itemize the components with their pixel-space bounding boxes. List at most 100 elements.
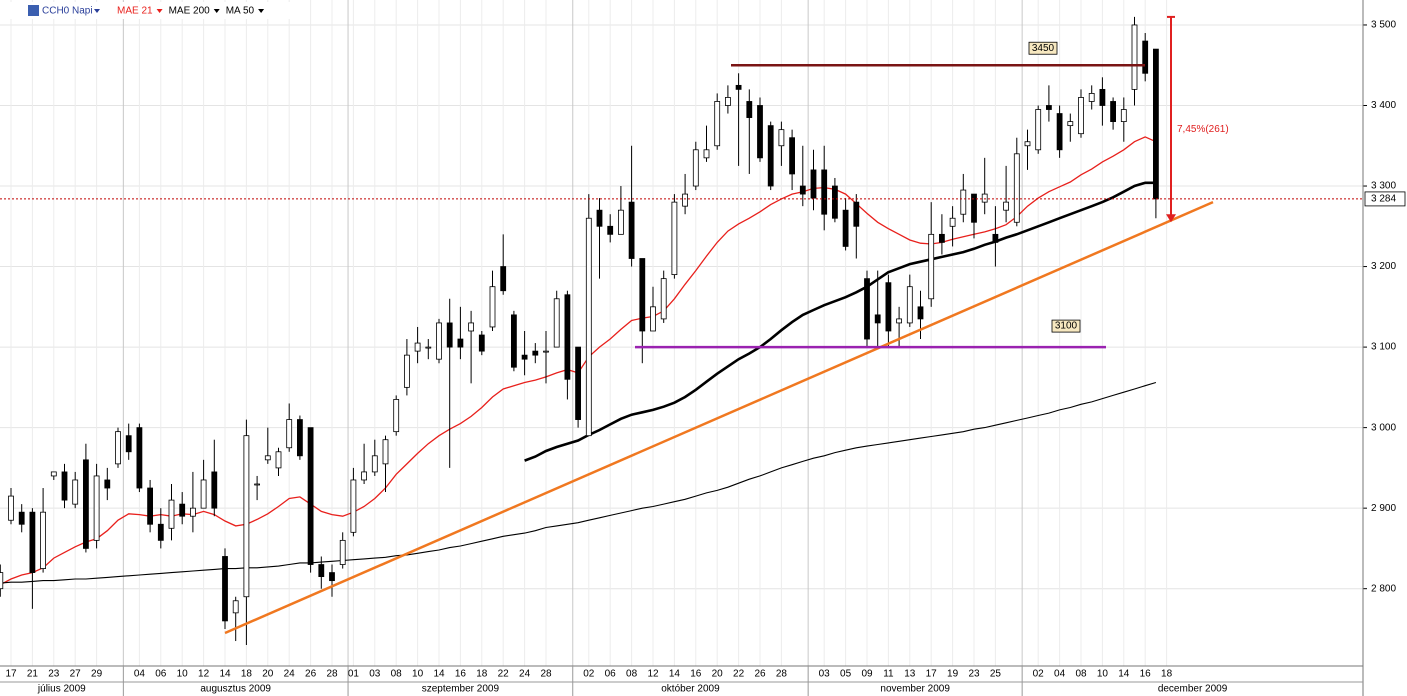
plot: 3450 3100 7,45%(261)	[0, 15, 1363, 646]
month-label: augusztus 2009	[200, 684, 271, 695]
candle-body	[104, 479, 111, 489]
x-tick-label: 10	[177, 669, 189, 680]
dropdown-arrow[interactable]	[258, 9, 265, 13]
candle-body	[275, 451, 282, 469]
level-label: 3450	[1032, 43, 1055, 54]
candle-body	[864, 278, 870, 340]
candle-body	[949, 217, 956, 227]
candle-body	[189, 507, 196, 517]
candle-body	[329, 572, 335, 582]
legend-entry[interactable]: MAE 200	[169, 6, 211, 17]
candle-body	[350, 479, 357, 533]
x-tick-label: 06	[155, 669, 167, 680]
x-tick-label: 18	[1161, 669, 1173, 680]
candle-body	[607, 225, 614, 235]
candle-body	[1142, 40, 1149, 74]
candle-body	[457, 338, 464, 348]
candle-body	[179, 503, 186, 517]
candle-body	[232, 600, 239, 614]
dropdown-arrow[interactable]	[156, 9, 163, 13]
candle-body	[157, 523, 164, 541]
candle-body	[832, 185, 838, 219]
x-tick-label: 28	[326, 669, 338, 680]
chart-title[interactable]: CCH0 Napi	[42, 6, 93, 17]
candle-body	[639, 258, 646, 332]
candle-body	[468, 322, 475, 332]
candle-body	[93, 475, 100, 541]
candle-body	[200, 479, 207, 509]
candle-body	[725, 97, 731, 106]
candle-body	[650, 306, 656, 332]
candle-body	[264, 455, 271, 461]
x-tick-label: 26	[305, 669, 317, 680]
x-tick-label: 08	[626, 669, 638, 680]
x-tick-label: 20	[262, 669, 274, 680]
candle-body	[1120, 109, 1127, 123]
month-label: szeptember 2009	[422, 684, 500, 695]
candle-body	[1088, 93, 1095, 102]
x-tick-label: 08	[1075, 669, 1087, 680]
dropdown-arrow[interactable]	[94, 9, 100, 13]
candle-body	[318, 564, 325, 578]
month-label: december 2009	[1158, 684, 1228, 695]
x-tick-label: 24	[519, 669, 531, 680]
candle-body	[596, 209, 603, 227]
x-tick-label: 16	[690, 669, 702, 680]
candle-body	[789, 137, 795, 175]
candle-body	[8, 495, 14, 521]
dropdown-arrow[interactable]	[213, 9, 220, 13]
candle-body	[799, 185, 806, 195]
candle-body	[0, 572, 4, 590]
y-tick-label: 3 500	[1371, 20, 1396, 31]
candle-body	[1046, 105, 1052, 110]
legend-entry[interactable]: MA 50	[226, 6, 255, 17]
candle-body	[564, 294, 571, 380]
candle-body	[382, 439, 389, 465]
x-tick-label: 14	[669, 669, 681, 680]
candle-body	[489, 286, 496, 328]
candle-body	[628, 201, 635, 259]
candle-body	[896, 318, 902, 324]
x-tick-label: 06	[605, 669, 617, 680]
candle-body	[478, 334, 485, 352]
x-tick-label: 19	[947, 669, 959, 680]
candle-body	[735, 84, 742, 90]
candle-body	[510, 314, 517, 368]
x-tick-label: 10	[412, 669, 424, 680]
x-tick-label: 04	[1054, 669, 1066, 680]
candle-body	[682, 193, 688, 207]
candle-body	[971, 193, 977, 223]
candle-body	[339, 539, 346, 565]
candle-body	[29, 511, 36, 573]
candle-body	[1003, 201, 1009, 211]
candle-body	[746, 101, 753, 118]
candle-body	[371, 455, 378, 473]
candle-body	[1067, 121, 1074, 127]
candle-body	[168, 499, 175, 529]
candle-body	[83, 459, 89, 549]
x-tick-label: 27	[70, 669, 82, 680]
candle-body	[960, 189, 967, 215]
x-tick-label: 17	[5, 669, 17, 680]
x-tick-label: 16	[1140, 669, 1152, 680]
candle-body	[981, 193, 988, 203]
indicator-line	[524, 181, 1156, 462]
x-tick-label: 23	[48, 669, 60, 680]
arrow-label: 7,45%(261)	[1177, 124, 1229, 135]
grid	[0, 0, 1363, 666]
candle-body	[853, 201, 860, 227]
indicator-line	[0, 381, 1157, 584]
legend-entry[interactable]: MAE 21	[117, 6, 153, 17]
candle-body	[671, 201, 678, 276]
candle-body	[1013, 153, 1020, 223]
candle-body	[575, 346, 581, 420]
candle-body	[714, 101, 721, 147]
x-tick-label: 03	[369, 669, 381, 680]
candle-body	[361, 471, 368, 481]
candle-body	[1131, 24, 1138, 90]
x-tick-label: 14	[433, 669, 445, 680]
y-tick-label: 3 200	[1371, 261, 1396, 272]
candle-body	[296, 419, 303, 457]
level-label: 3100	[1055, 321, 1078, 332]
arrow-head	[1166, 214, 1176, 223]
